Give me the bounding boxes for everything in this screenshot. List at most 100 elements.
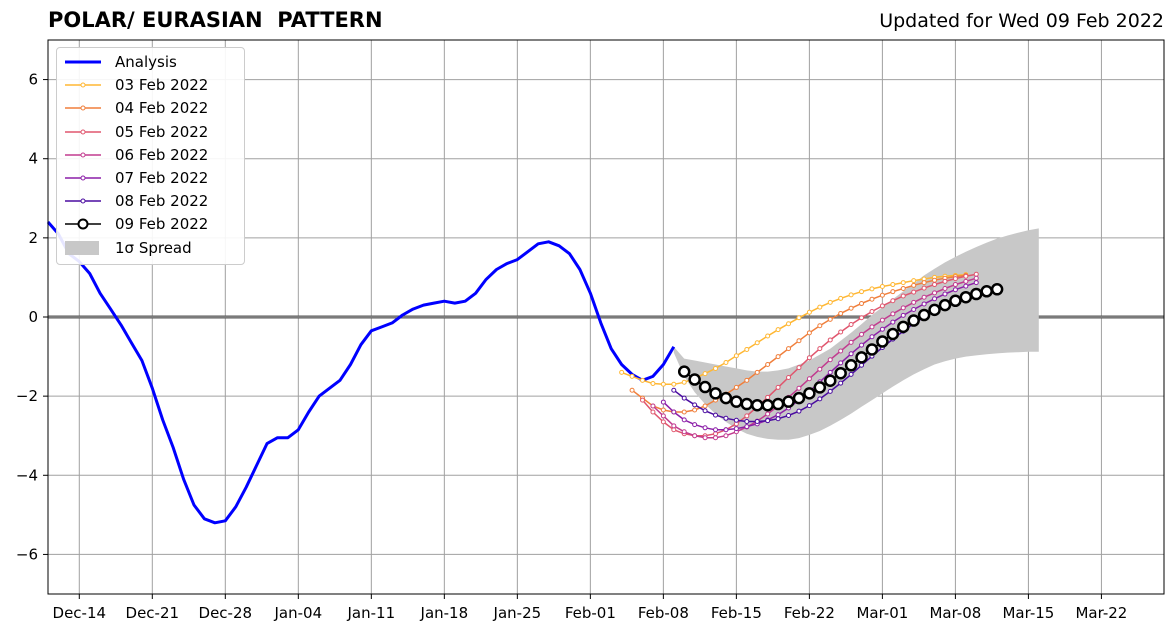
series-point-06-feb-2022 — [900, 305, 906, 311]
legend-label: 04 Feb 2022 — [115, 99, 209, 118]
legend-item: 09 Feb 2022 — [63, 213, 208, 235]
series-point-07-feb-2022 — [671, 409, 677, 415]
series-point-04-feb-2022 — [932, 277, 938, 283]
series-point-06-feb-2022 — [838, 348, 844, 354]
legend-swatch — [65, 60, 101, 64]
spread-layer — [673, 228, 1039, 440]
series-point-09-feb-2022 — [782, 395, 795, 408]
series-point-05-feb-2022 — [786, 375, 792, 381]
series-point-04-feb-2022 — [900, 286, 906, 292]
series-point-06-feb-2022 — [713, 435, 719, 441]
series-point-09-feb-2022 — [698, 380, 712, 394]
series-point-09-feb-2022 — [761, 398, 774, 412]
series-point-04-feb-2022 — [796, 338, 802, 344]
series-point-08-feb-2022 — [733, 417, 739, 423]
legend-label: Analysis — [115, 53, 177, 71]
y-tick-label: 0 — [28, 308, 38, 326]
series-point-06-feb-2022 — [817, 366, 823, 372]
series-point-06-feb-2022 — [692, 433, 698, 439]
series-point-03-feb-2022 — [869, 286, 875, 292]
series-point-07-feb-2022 — [963, 283, 969, 289]
series-point-04-feb-2022 — [921, 280, 927, 286]
series-point-03-feb-2022 — [765, 333, 771, 339]
series-point-06-feb-2022 — [879, 317, 885, 323]
series-point-06-feb-2022 — [952, 282, 958, 288]
series-point-04-feb-2022 — [754, 369, 760, 375]
series-point-07-feb-2022 — [692, 422, 698, 428]
series-point-04-feb-2022 — [869, 296, 875, 302]
series-point-04-feb-2022 — [806, 330, 812, 336]
series-point-05-feb-2022 — [869, 308, 875, 314]
series-point-08-feb-2022 — [702, 408, 708, 414]
series-point-06-feb-2022 — [660, 413, 666, 419]
series-point-06-feb-2022 — [963, 278, 969, 284]
series-point-05-feb-2022 — [806, 355, 812, 361]
x-tick-label: Feb-01 — [565, 604, 616, 622]
series-point-03-feb-2022 — [650, 380, 656, 386]
series-point-08-feb-2022 — [796, 408, 802, 414]
series-point-07-feb-2022 — [869, 334, 875, 340]
series-point-07-feb-2022 — [681, 417, 687, 423]
series-point-09-feb-2022 — [677, 365, 691, 378]
series-point-08-feb-2022 — [692, 402, 698, 408]
series-point-07-feb-2022 — [660, 399, 666, 405]
series-point-09-feb-2022 — [897, 320, 910, 334]
legend-marker — [80, 152, 86, 158]
series-point-05-feb-2022 — [765, 394, 771, 400]
series-point-07-feb-2022 — [848, 351, 854, 357]
series-line-03-feb-2022 — [621, 273, 966, 386]
x-tick-label: Jan-18 — [420, 604, 469, 622]
series-point-05-feb-2022 — [952, 276, 958, 282]
series-point-04-feb-2022 — [629, 387, 635, 393]
series-point-03-feb-2022 — [754, 340, 760, 346]
series-point-05-feb-2022 — [660, 419, 666, 425]
y-tick-label: −4 — [16, 466, 38, 484]
x-tick-label: Feb-08 — [638, 604, 689, 622]
series-point-05-feb-2022 — [942, 278, 948, 284]
series-point-09-feb-2022 — [949, 294, 962, 308]
series-point-03-feb-2022 — [713, 365, 719, 371]
x-tick-label: Feb-15 — [711, 604, 762, 622]
legend-label: 09 Feb 2022 — [115, 215, 209, 234]
series-point-07-feb-2022 — [942, 291, 948, 297]
series-point-07-feb-2022 — [890, 319, 896, 325]
series-point-05-feb-2022 — [900, 293, 906, 299]
series-point-07-feb-2022 — [911, 306, 917, 312]
series-point-09-feb-2022 — [792, 391, 806, 405]
series-point-06-feb-2022 — [921, 294, 927, 300]
series-point-07-feb-2022 — [879, 326, 885, 332]
series-point-08-feb-2022 — [765, 418, 771, 424]
x-tick-label: Mar-15 — [1002, 604, 1054, 622]
series-point-03-feb-2022 — [911, 278, 917, 284]
series-point-07-feb-2022 — [859, 342, 865, 348]
series-point-05-feb-2022 — [911, 289, 917, 295]
x-tick-label: Mar-22 — [1075, 604, 1127, 622]
series-point-03-feb-2022 — [702, 371, 708, 377]
series-point-03-feb-2022 — [775, 327, 781, 333]
series-point-07-feb-2022 — [952, 287, 958, 293]
series-point-09-feb-2022 — [750, 398, 764, 412]
series-point-06-feb-2022 — [702, 435, 708, 441]
series-point-03-feb-2022 — [900, 280, 906, 286]
series-point-04-feb-2022 — [744, 377, 750, 383]
legend-item: 07 Feb 2022 — [63, 167, 208, 189]
legend-marker — [80, 82, 86, 88]
legend-marker — [80, 175, 86, 181]
series-line-analysis — [46, 221, 676, 525]
legend-label: 03 Feb 2022 — [115, 76, 209, 95]
series-point-08-feb-2022 — [806, 403, 812, 409]
series-point-04-feb-2022 — [911, 282, 917, 288]
series-point-09-feb-2022 — [771, 397, 785, 411]
series-point-04-feb-2022 — [848, 305, 854, 311]
series-layer — [46, 221, 1004, 525]
legend-label: 08 Feb 2022 — [115, 192, 209, 211]
legend-swatch — [65, 218, 101, 230]
series-point-07-feb-2022 — [900, 312, 906, 318]
x-tick-label: Jan-04 — [274, 604, 323, 622]
series-point-04-feb-2022 — [859, 301, 865, 307]
series-point-03-feb-2022 — [786, 321, 792, 327]
series-point-05-feb-2022 — [838, 329, 844, 335]
legend-swatch — [65, 129, 101, 135]
series-point-07-feb-2022 — [723, 427, 729, 433]
